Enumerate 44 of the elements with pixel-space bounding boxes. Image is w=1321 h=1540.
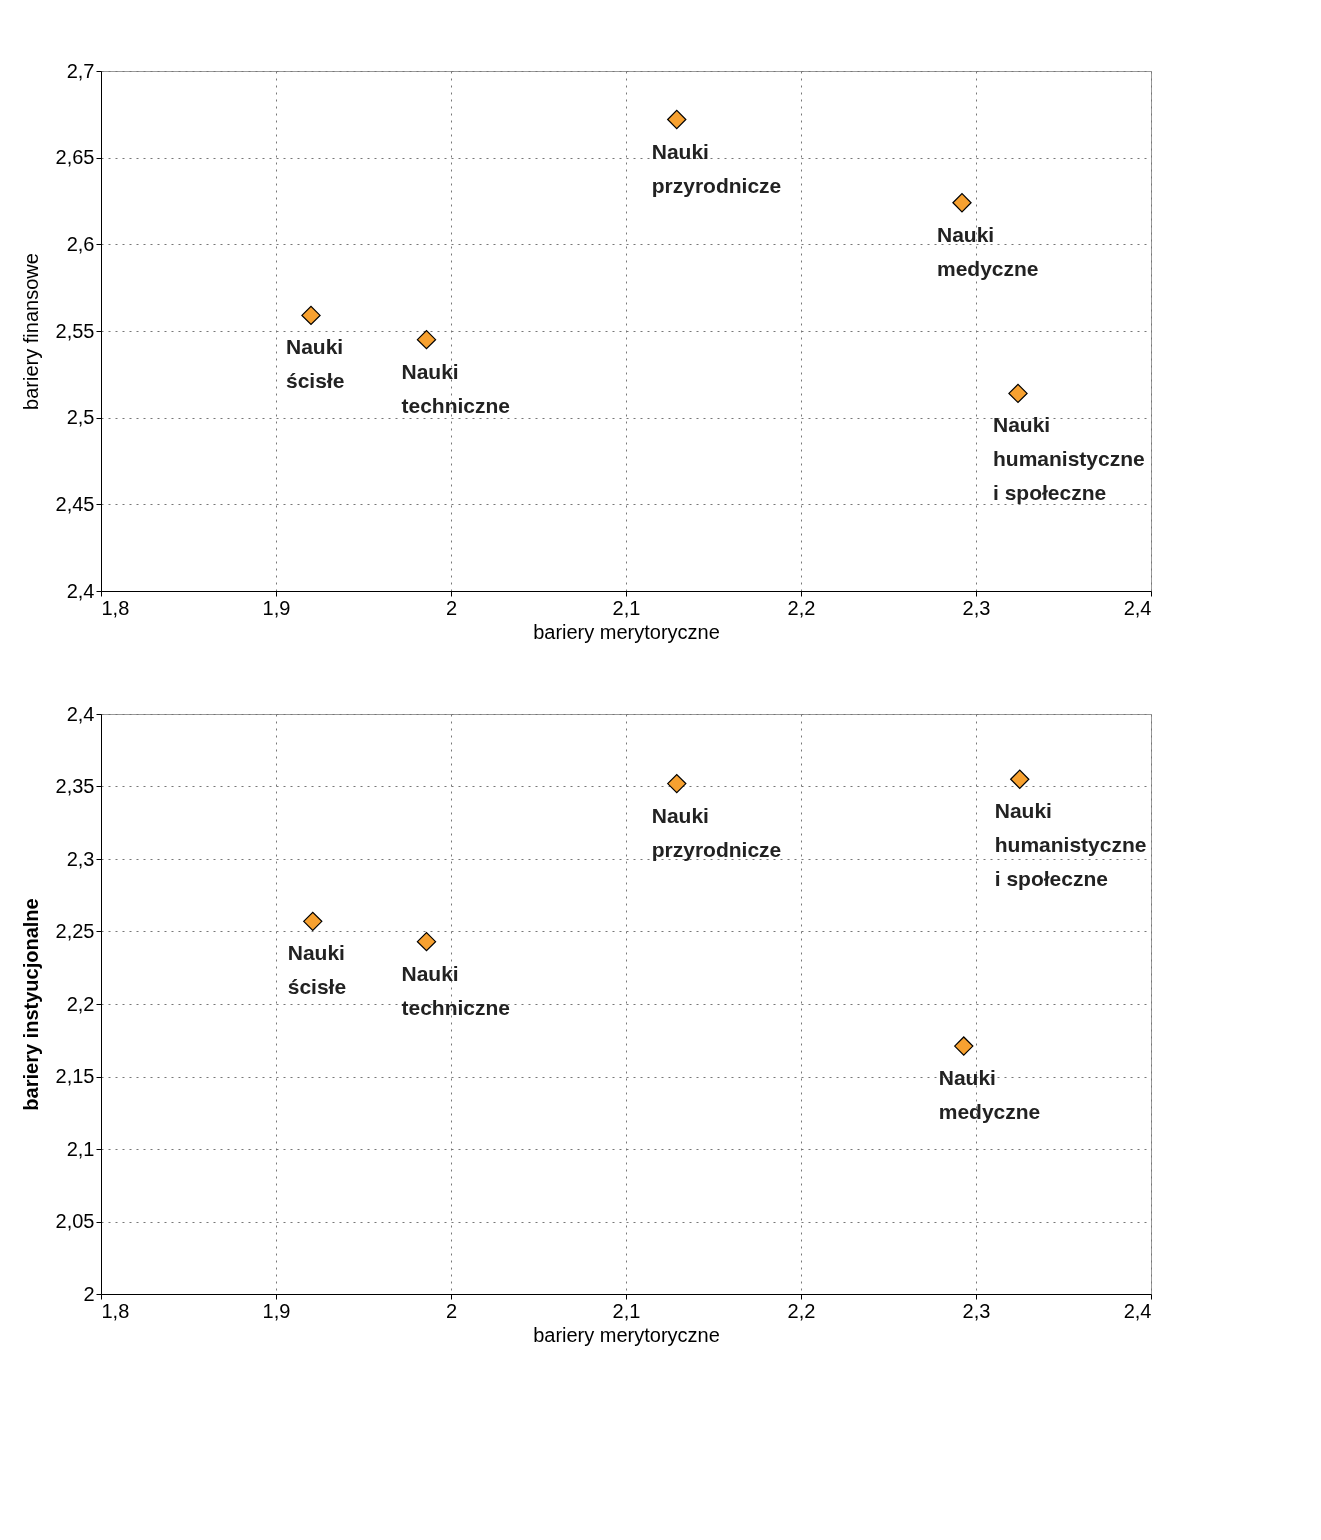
annotation: Nauki techniczne bbox=[401, 961, 511, 1019]
x-tick-label: 2,1 bbox=[612, 596, 641, 619]
y-tick-label: 2,45 bbox=[55, 492, 95, 515]
y-tick-label: 2 bbox=[83, 1282, 95, 1305]
x-tick-label: 2 bbox=[445, 1299, 458, 1322]
x-tick-label: 2,2 bbox=[787, 596, 816, 619]
x-tick-label: 1,8 bbox=[101, 596, 130, 619]
x-tick-label: 1,8 bbox=[101, 1299, 130, 1322]
annotation: Nauki medyczne bbox=[938, 1066, 1041, 1124]
annotation: Nauki ścisłe bbox=[287, 941, 347, 999]
y-tick-label: 2,15 bbox=[55, 1065, 95, 1087]
x-tick-label: 1,9 bbox=[262, 596, 291, 619]
y-tick-label: 2,25 bbox=[55, 920, 95, 942]
y-tick-label: 2,4 bbox=[66, 579, 95, 602]
x-tick-label: 1,9 bbox=[262, 1299, 291, 1322]
y-tick-label: 2,35 bbox=[55, 775, 95, 797]
y-tick-label: 2,1 bbox=[66, 1137, 95, 1160]
y-tick-label: 2,55 bbox=[55, 319, 95, 342]
annotation: Nauki ścisłe bbox=[286, 335, 345, 393]
x-axis-title: bariery merytoryczne bbox=[533, 1323, 720, 1346]
y-tick-label: 2,05 bbox=[55, 1210, 95, 1232]
y-axis-title: bariery finansowe bbox=[19, 253, 42, 410]
x-tick-label: 2,4 bbox=[1123, 1299, 1152, 1322]
annotation: Nauki humanistyczne i społeczne bbox=[993, 413, 1145, 505]
x-tick-label: 2,4 bbox=[1123, 596, 1152, 619]
y-tick-label: 2,4 bbox=[66, 702, 95, 725]
x-axis-title: bariery merytoryczne bbox=[533, 620, 720, 643]
y-tick-label: 2,2 bbox=[66, 992, 95, 1015]
x-tick-label: 2,1 bbox=[612, 1299, 641, 1322]
annotation: Nauki przyrodnicze bbox=[651, 139, 782, 197]
annotation: Nauki humanistyczne i społeczne bbox=[994, 799, 1147, 891]
x-tick-label: 2,3 bbox=[962, 1299, 991, 1322]
x-tick-label: 2,2 bbox=[787, 1299, 816, 1322]
y-tick-label: 2,6 bbox=[66, 232, 95, 255]
y-tick-label: 2,7 bbox=[66, 59, 95, 82]
annotation: Nauki medyczne bbox=[937, 222, 1039, 280]
annotation: Nauki techniczne bbox=[401, 359, 511, 417]
y-axis-title: bariery instyucjonalne bbox=[19, 898, 42, 1111]
y-tick-label: 2,65 bbox=[55, 146, 95, 169]
annotation: Nauki przyrodnicze bbox=[651, 803, 782, 861]
x-tick-label: 2 bbox=[445, 596, 458, 619]
x-tick-label: 2,3 bbox=[962, 596, 991, 619]
y-tick-label: 2,5 bbox=[66, 406, 95, 429]
y-tick-label: 2,3 bbox=[66, 847, 95, 870]
